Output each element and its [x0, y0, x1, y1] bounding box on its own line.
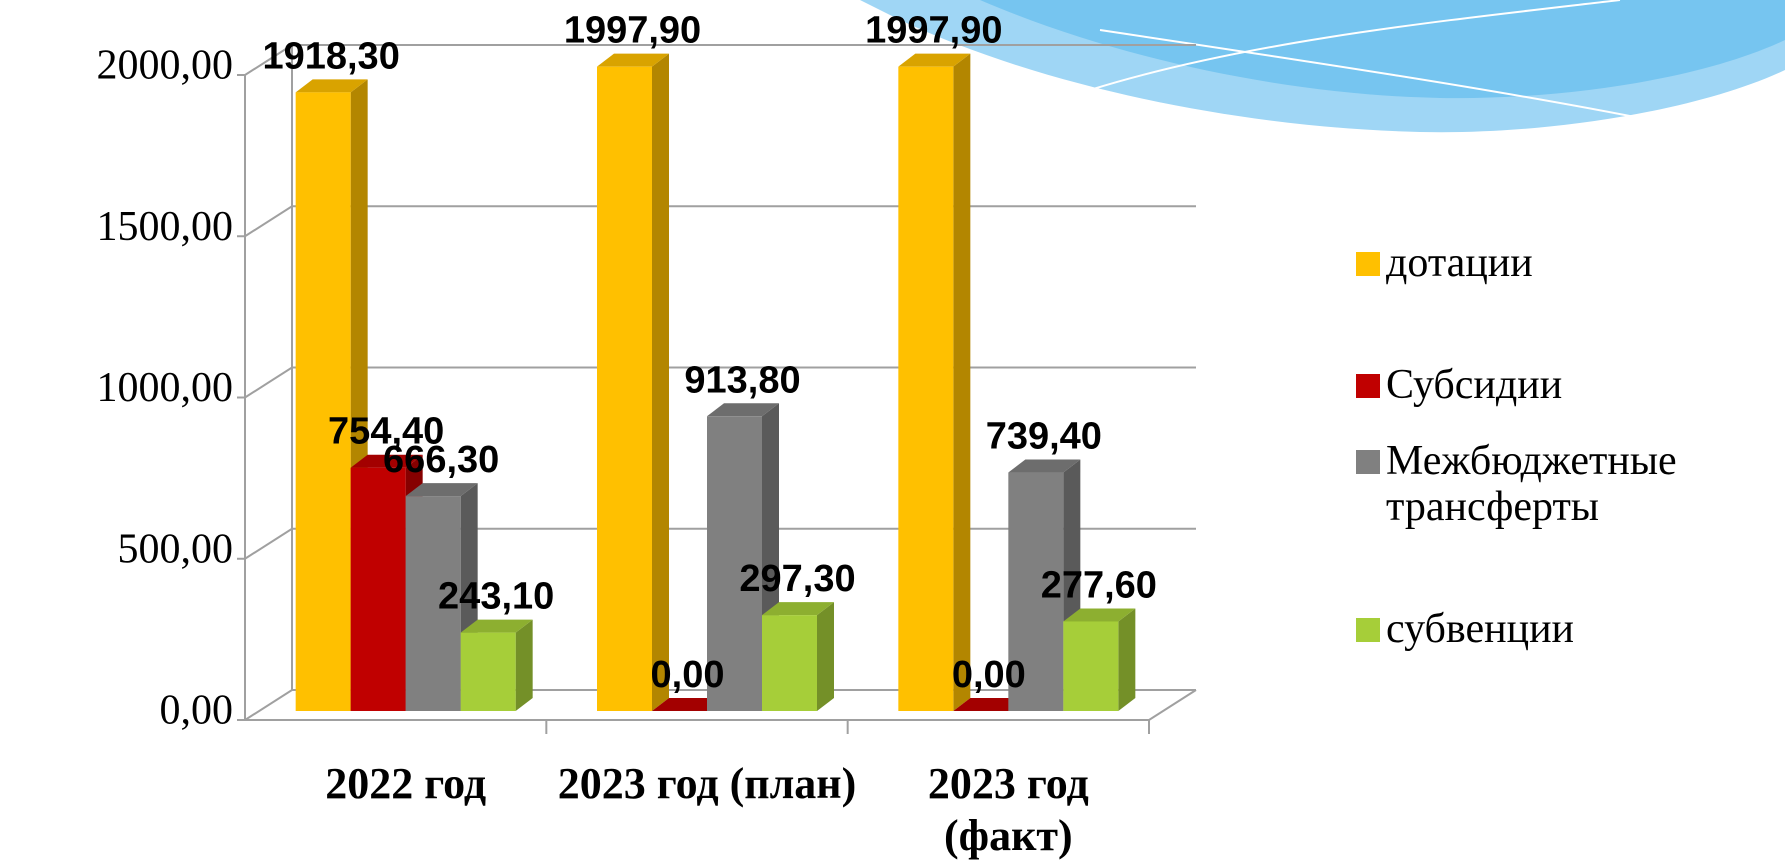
value-label: 297,30: [739, 558, 855, 600]
legend-label: субвенции: [1386, 606, 1574, 652]
value-label: 666,30: [383, 439, 499, 481]
legend-label: дотации: [1386, 240, 1533, 286]
bar-side: [1118, 608, 1135, 711]
legend-item: Межбюджетные трансферты: [1352, 438, 1772, 530]
legend-label: Межбюджетные трансферты: [1386, 438, 1677, 530]
value-label: 1997,90: [564, 10, 701, 52]
legend-label: Субсидии: [1386, 362, 1562, 408]
page: {"chart_data": { "type": "bar3d", "categ…: [0, 0, 1785, 865]
legend-swatch: [1356, 374, 1380, 398]
bar: [351, 468, 406, 711]
bar: [461, 633, 516, 711]
legend-item: дотации: [1352, 240, 1772, 286]
legend-swatch: [1356, 450, 1380, 474]
legend-item: субвенции: [1352, 606, 1772, 652]
x-tick-label: 2023 год (факт): [858, 758, 1158, 862]
value-label: 1997,90: [865, 10, 1002, 52]
bar-side: [516, 620, 533, 711]
value-label: 1918,30: [262, 35, 399, 77]
value-label: 913,80: [684, 359, 800, 401]
legend-item: Субсидии: [1352, 362, 1772, 408]
value-label: 277,60: [1041, 565, 1157, 607]
y-tick-label: 0,00: [160, 688, 234, 734]
y-tick-label: 1000,00: [97, 365, 234, 411]
bar-side: [817, 602, 834, 711]
grid-line: [245, 206, 1196, 236]
value-label: 0,00: [952, 654, 1026, 696]
y-tick-label: 1500,00: [97, 204, 234, 250]
value-label: 739,40: [986, 416, 1102, 458]
value-label: 0,00: [651, 654, 725, 696]
legend-swatch: [1356, 252, 1380, 276]
bar: [898, 67, 953, 711]
bar: [296, 92, 351, 711]
legend-swatch: [1356, 618, 1380, 642]
legend: дотации Субсидии Межбюджетные трансферты су…: [1352, 240, 1772, 728]
bar-side: [953, 54, 970, 711]
bar: [597, 67, 652, 711]
x-tick-label: 2023 год (план): [557, 758, 857, 810]
bar-side: [652, 54, 669, 711]
x-tick-label: 2022 год: [256, 758, 556, 810]
y-tick-label: 2000,00: [97, 43, 234, 89]
bar: [762, 615, 817, 711]
value-label: 243,10: [438, 576, 554, 618]
y-tick-label: 500,00: [118, 526, 234, 572]
bar: [1063, 621, 1118, 711]
